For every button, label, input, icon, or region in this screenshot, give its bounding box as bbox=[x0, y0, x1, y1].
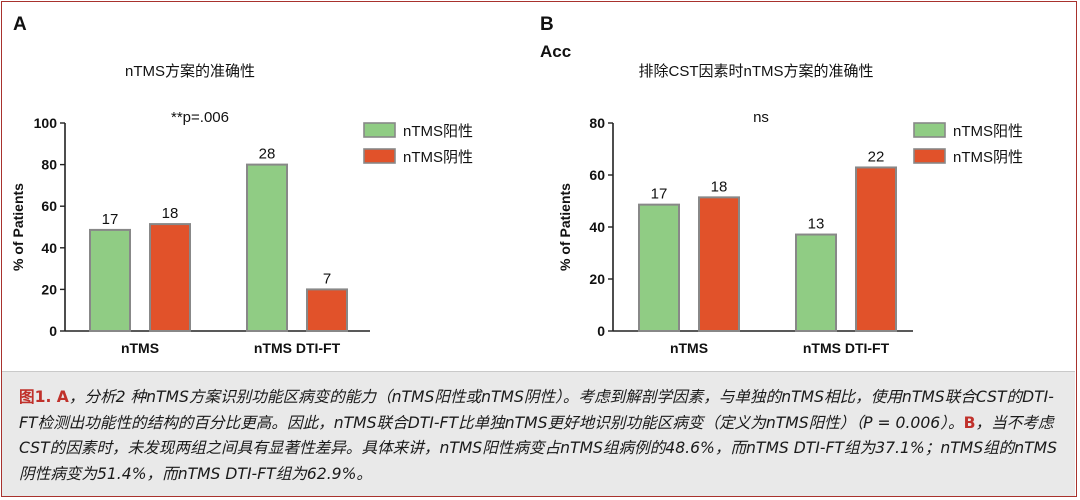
panel-b-label: B bbox=[540, 14, 554, 35]
chart-b-data-label: 18 bbox=[711, 178, 728, 195]
chart-a-legend-swatch bbox=[363, 148, 396, 164]
chart-a-annotation: **p=.006 bbox=[171, 109, 229, 126]
chart-a-y-tick-label: 0 bbox=[49, 323, 57, 339]
figure-caption: 图1. A，分析2 种nTMS方案识别功能区病变的能力（nTMS阳性或nTMS阴… bbox=[2, 371, 1075, 496]
chart-b-title: 排除CST因素时nTMS方案的准确性 bbox=[638, 62, 873, 80]
panel-b-overlap-text: Acc bbox=[540, 42, 572, 61]
chart-b-legend-swatch bbox=[913, 148, 946, 164]
chart-b-y-tick-label: 60 bbox=[589, 167, 605, 183]
chart-a-bar bbox=[246, 163, 288, 332]
chart-b-legend-swatch bbox=[913, 122, 946, 138]
chart-a-x-tick-label: nTMS DTI-FT bbox=[254, 340, 341, 356]
chart-b-bar bbox=[638, 203, 680, 332]
caption-part-a: ，分析2 种nTMS方案识别功能区病变的能力（nTMS阳性或nTMS阴性）。考虑… bbox=[19, 388, 1054, 432]
chart-a-bar bbox=[306, 288, 348, 332]
chart-a-legend-label: nTMS阴性 bbox=[403, 149, 473, 166]
chart-b-bar bbox=[855, 166, 897, 332]
chart-b-data-label: 13 bbox=[808, 216, 825, 233]
chart-a-bar bbox=[149, 223, 191, 332]
chart-a-legend-label: nTMS阳性 bbox=[403, 123, 473, 140]
chart-b-data-label: 22 bbox=[868, 148, 885, 165]
chart-b-annotation: ns bbox=[753, 109, 769, 126]
chart-b-x-tick-label: nTMS DTI-FT bbox=[803, 340, 890, 356]
caption-fig-label: 图1. A bbox=[19, 388, 69, 406]
caption-part-b: ，当不考虑CST的因素时，未发现两组之间具有显著性差异。具体来讲，nTMS阳性病… bbox=[19, 413, 1058, 483]
chart-b-bar bbox=[698, 196, 740, 332]
chart-b-y-tick-label: 0 bbox=[597, 323, 605, 339]
chart-a-title: nTMS方案的准确性 bbox=[125, 62, 255, 80]
chart-a-legend-swatch bbox=[363, 122, 396, 138]
chart-b: 排除CST因素时nTMS方案的准确性 ns 0 20 40 60 80 % of Patien… bbox=[557, 62, 1023, 356]
chart-a-y-tick-label: 20 bbox=[41, 281, 57, 297]
chart-b-data-label: 17 bbox=[651, 186, 668, 203]
chart-a-data-label: 28 bbox=[259, 146, 276, 163]
chart-b-y-tick-label: 80 bbox=[589, 115, 605, 131]
chart-a-x-tick-label: nTMS bbox=[121, 340, 159, 356]
chart-b-y-axis-label: % of Patients bbox=[557, 183, 573, 271]
chart-a-y-tick-label: 60 bbox=[41, 198, 57, 214]
chart-a-y-tick-label: 100 bbox=[34, 115, 58, 131]
chart-a-y-tick-label: 40 bbox=[41, 240, 57, 256]
chart-b-y-tick-label: 20 bbox=[589, 271, 605, 287]
chart-b-y-tick-label: 40 bbox=[589, 219, 605, 235]
chart-b-legend-label: nTMS阳性 bbox=[953, 123, 1023, 140]
chart-a-data-label: 18 bbox=[162, 205, 179, 222]
chart-b-bar bbox=[795, 233, 837, 332]
chart-a-y-tick-label: 80 bbox=[41, 157, 57, 173]
panel-a-label: A bbox=[13, 14, 27, 35]
caption-b-label: B bbox=[963, 413, 976, 432]
chart-b-legend-label: nTMS阴性 bbox=[953, 149, 1023, 166]
chart-a-data-label: 7 bbox=[323, 270, 331, 287]
chart-a: nTMS方案的准确性 **p=.006 0 20 40 60 80 100 % of Patie… bbox=[10, 62, 473, 356]
chart-a-data-label: 17 bbox=[102, 211, 119, 228]
chart-a-y-axis-label: % of Patients bbox=[10, 183, 26, 271]
chart-a-bar bbox=[89, 228, 131, 332]
chart-b-x-tick-label: nTMS bbox=[670, 340, 708, 356]
